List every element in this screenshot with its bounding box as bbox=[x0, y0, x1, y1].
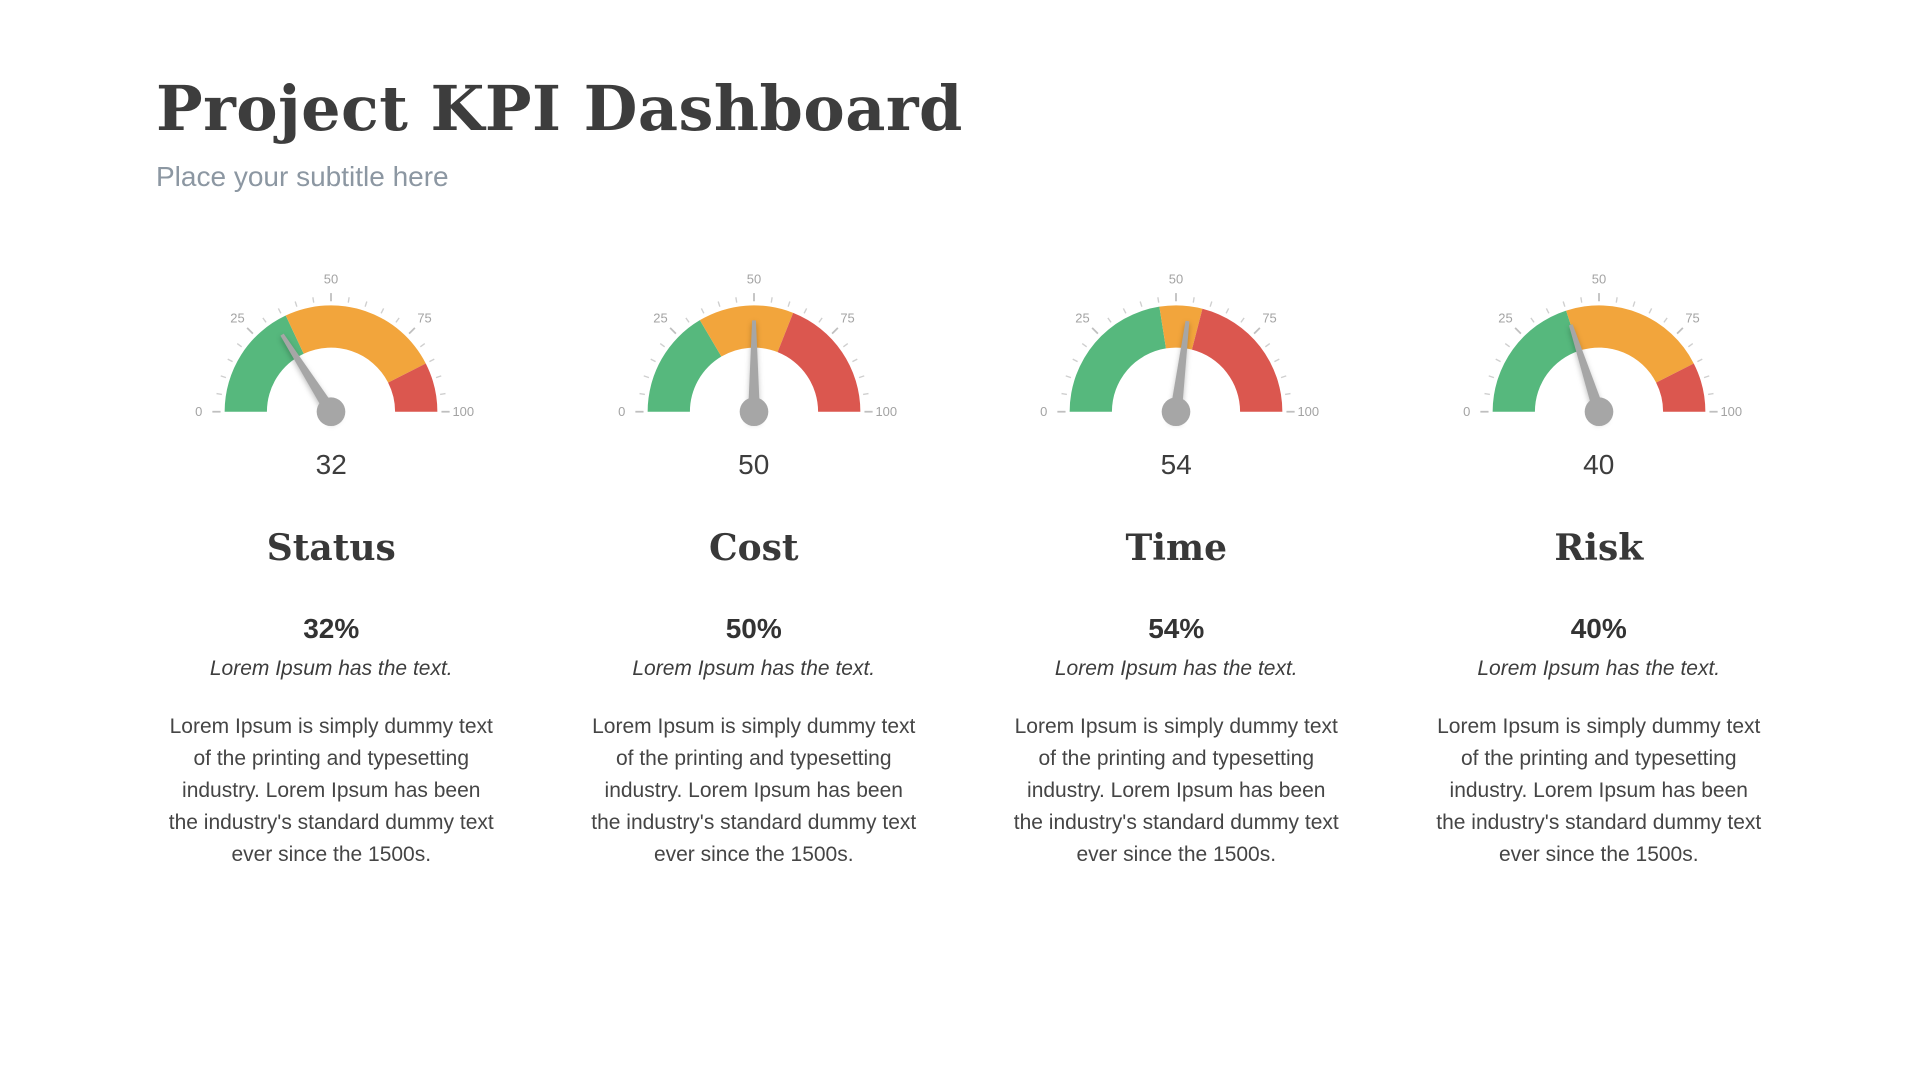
card-title: Time bbox=[1125, 527, 1227, 569]
svg-text:25: 25 bbox=[1076, 310, 1090, 325]
gauge-value: 54 bbox=[1160, 449, 1192, 480]
svg-text:50: 50 bbox=[1169, 272, 1183, 287]
card-title: Status bbox=[266, 527, 396, 569]
svg-text:100: 100 bbox=[1720, 404, 1742, 419]
gauge-wrap: 0 25 50 75 100 32 bbox=[120, 259, 543, 481]
svg-text:25: 25 bbox=[1498, 310, 1512, 325]
card-title: Risk bbox=[1554, 527, 1644, 569]
card-percent: 50% bbox=[725, 613, 782, 644]
gauge-wrap: 0 25 50 75 100 40 bbox=[1388, 259, 1811, 481]
svg-text:100: 100 bbox=[875, 404, 897, 419]
gauge-chart-status: 0 25 50 75 100 bbox=[195, 272, 475, 427]
card-percent: 54% bbox=[1148, 613, 1205, 644]
card-caption: Lorem Ipsum has the text. bbox=[632, 657, 876, 680]
kpi-cards: 0 25 50 75 100 32 Status 32% Lorem Ipsum has… bbox=[120, 259, 1810, 871]
svg-text:0: 0 bbox=[1463, 404, 1470, 419]
svg-text:50: 50 bbox=[747, 272, 761, 287]
gauge-chart-time: 0 25 50 75 100 bbox=[1040, 272, 1320, 427]
card-body-text: Lorem Ipsum is simply dummy text of the … bbox=[591, 715, 917, 866]
svg-text:0: 0 bbox=[1040, 404, 1047, 419]
svg-text:75: 75 bbox=[1263, 310, 1277, 325]
card-caption: Lorem Ipsum has the text. bbox=[1477, 657, 1721, 680]
svg-text:75: 75 bbox=[418, 310, 432, 325]
kpi-card-status: 0 25 50 75 100 32 Status 32% Lorem Ipsum has… bbox=[120, 259, 543, 871]
gauge-value: 50 bbox=[738, 449, 770, 480]
gauge-wrap: 0 25 50 75 100 54 bbox=[965, 259, 1388, 481]
svg-text:50: 50 bbox=[1592, 272, 1606, 287]
svg-text:100: 100 bbox=[453, 404, 475, 419]
card-percent: 32% bbox=[303, 613, 360, 644]
card-body-text: Lorem Ipsum is simply dummy text of the … bbox=[1436, 715, 1762, 866]
gauge-value: 32 bbox=[315, 449, 347, 480]
svg-text:0: 0 bbox=[195, 404, 202, 419]
svg-text:100: 100 bbox=[1298, 404, 1320, 419]
page-title: Project KPI Dashboard bbox=[156, 72, 963, 145]
svg-text:75: 75 bbox=[840, 310, 854, 325]
kpi-card-time: 0 25 50 75 100 54 Time 54% Lorem Ipsum has t… bbox=[965, 259, 1388, 871]
page-subtitle: Place your subtitle here bbox=[156, 161, 449, 192]
card-body-text: Lorem Ipsum is simply dummy text of the … bbox=[168, 715, 494, 866]
kpi-card-cost: 0 25 50 75 100 50 Cost 50% Lorem Ipsum has t… bbox=[543, 259, 966, 871]
gauge-chart-cost: 0 25 50 75 100 bbox=[618, 272, 897, 427]
svg-text:50: 50 bbox=[324, 272, 338, 287]
kpi-card-risk: 0 25 50 75 100 40 Risk 40% Lorem Ipsum has t… bbox=[1388, 259, 1811, 871]
gauge-chart-risk: 0 25 50 75 100 bbox=[1463, 272, 1742, 427]
card-title: Cost bbox=[708, 527, 799, 569]
card-caption: Lorem Ipsum has the text. bbox=[209, 657, 453, 680]
svg-text:25: 25 bbox=[231, 310, 245, 325]
header: Project KPI Dashboard Place your subtitl… bbox=[0, 72, 1920, 193]
card-percent: 40% bbox=[1570, 613, 1627, 644]
svg-text:0: 0 bbox=[618, 404, 625, 419]
gauge-value: 40 bbox=[1583, 449, 1615, 480]
card-body-text: Lorem Ipsum is simply dummy text of the … bbox=[1013, 715, 1339, 866]
svg-text:25: 25 bbox=[653, 310, 667, 325]
svg-text:75: 75 bbox=[1685, 310, 1699, 325]
gauge-wrap: 0 25 50 75 100 50 bbox=[543, 259, 966, 481]
card-caption: Lorem Ipsum has the text. bbox=[1054, 657, 1298, 680]
